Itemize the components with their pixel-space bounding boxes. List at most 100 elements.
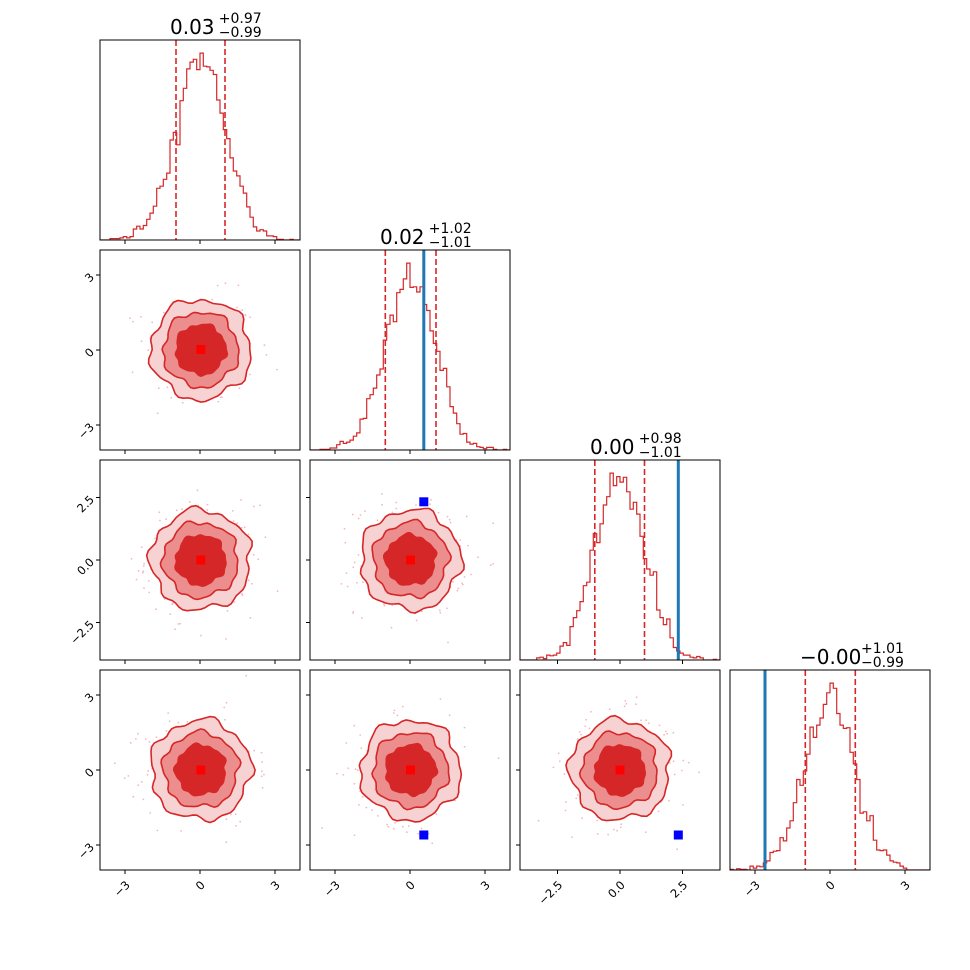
histogram-panel-3 bbox=[730, 670, 930, 870]
scatter-point bbox=[477, 556, 479, 559]
scatter-point bbox=[381, 503, 383, 506]
scatter-point bbox=[682, 759, 685, 762]
title-lower-error: −1.01 bbox=[639, 445, 682, 461]
scatter-point bbox=[163, 311, 165, 314]
scatter-point bbox=[405, 831, 408, 834]
scatter-point bbox=[387, 825, 390, 828]
contour-line-1 bbox=[385, 742, 439, 798]
scatter-point bbox=[565, 801, 567, 803]
scatter-point bbox=[243, 526, 246, 529]
x-tick-label: 0 bbox=[823, 878, 838, 893]
scatter-point bbox=[235, 824, 237, 827]
scatter-point bbox=[144, 738, 147, 740]
scatter-point bbox=[381, 493, 383, 495]
scatter-point bbox=[698, 771, 700, 774]
scatter-point bbox=[223, 706, 226, 709]
scatter-point bbox=[260, 775, 263, 778]
median-marker bbox=[196, 345, 206, 354]
scatter-point bbox=[156, 412, 159, 415]
scatter-point bbox=[206, 503, 209, 506]
scatter-point bbox=[392, 712, 395, 714]
x-tick-label: 0.0 bbox=[605, 878, 628, 901]
median-marker bbox=[196, 765, 206, 775]
scatter-point bbox=[371, 809, 373, 811]
contour-line-3 bbox=[150, 715, 256, 824]
scatter-point bbox=[682, 804, 684, 806]
scatter-point bbox=[140, 340, 143, 343]
contour-line-3 bbox=[358, 719, 463, 823]
y-tick-label: 3 bbox=[82, 270, 97, 285]
scatter-point bbox=[236, 306, 239, 309]
scatter-point bbox=[439, 611, 442, 614]
scatter-point bbox=[420, 610, 423, 613]
x-tick-label: −3 bbox=[321, 878, 343, 900]
scatter-point bbox=[668, 799, 670, 802]
scatter-point bbox=[353, 834, 356, 837]
scatter-point bbox=[607, 833, 609, 836]
scatter-point bbox=[619, 826, 622, 829]
title-lower-error: −0.99 bbox=[861, 655, 904, 671]
scatter-point bbox=[431, 842, 434, 845]
y-tick-label: 0 bbox=[82, 345, 97, 360]
scatter-point bbox=[383, 604, 386, 607]
scatter-point bbox=[467, 544, 469, 547]
scatter-point bbox=[225, 818, 228, 821]
scatter-point bbox=[552, 766, 555, 769]
scatter-point bbox=[196, 489, 199, 492]
histogram-panel-2 bbox=[520, 460, 720, 660]
histogram-title-0: 0.03 bbox=[170, 15, 215, 39]
scatter-point bbox=[123, 777, 126, 779]
title-upper-error: +1.01 bbox=[861, 641, 904, 657]
scatter-point bbox=[448, 714, 451, 717]
scatter-point bbox=[127, 775, 130, 777]
scatter-point bbox=[188, 501, 191, 503]
scatter-point bbox=[571, 836, 573, 838]
contour-layer bbox=[113, 282, 700, 851]
scatter-point bbox=[336, 772, 338, 775]
scatter-point bbox=[578, 731, 581, 733]
scatter-point bbox=[353, 782, 356, 785]
scatter-point bbox=[457, 587, 460, 590]
scatter-point bbox=[135, 578, 138, 581]
scatter-point bbox=[265, 354, 268, 356]
scatter-point bbox=[395, 501, 398, 504]
truth-marker bbox=[673, 830, 683, 840]
scatter-point bbox=[181, 401, 184, 404]
scatter-point bbox=[362, 581, 364, 584]
scatter-point bbox=[588, 727, 591, 730]
scatter-point bbox=[351, 513, 354, 516]
scatter-point bbox=[407, 825, 410, 827]
scatter-point bbox=[391, 511, 394, 514]
scatter-point bbox=[143, 562, 146, 565]
scatter-point bbox=[357, 517, 360, 520]
scatter-point bbox=[356, 581, 358, 584]
scatter-point bbox=[146, 773, 149, 776]
panel-frame bbox=[519, 459, 721, 661]
truth-marker bbox=[419, 830, 429, 840]
scatter-point bbox=[261, 786, 264, 789]
scatter-point bbox=[465, 515, 468, 518]
contour-line-3 bbox=[147, 298, 252, 403]
scatter-point bbox=[620, 823, 623, 826]
x-tick-label: −2.5 bbox=[536, 878, 566, 908]
scatter-point bbox=[231, 510, 234, 512]
scatter-point bbox=[364, 510, 366, 513]
scatter-point bbox=[439, 698, 442, 700]
scatter-point bbox=[143, 587, 145, 589]
scatter-point bbox=[226, 609, 229, 612]
scatter-point bbox=[169, 613, 172, 616]
scatter-point bbox=[438, 609, 441, 612]
scatter-point bbox=[489, 564, 492, 567]
scatter-point bbox=[358, 804, 360, 806]
contour-panel-3-0 bbox=[113, 674, 265, 844]
scatter-point bbox=[470, 573, 472, 576]
scatter-point bbox=[157, 464, 159, 466]
scatter-point bbox=[224, 282, 227, 284]
scatter-point bbox=[167, 712, 170, 714]
scatter-point bbox=[359, 514, 362, 516]
scatter-point bbox=[401, 705, 404, 708]
scatter-point bbox=[669, 762, 671, 764]
scatter-point bbox=[217, 400, 220, 403]
scatter-point bbox=[429, 503, 431, 506]
contour-panel-2-1 bbox=[340, 493, 495, 644]
